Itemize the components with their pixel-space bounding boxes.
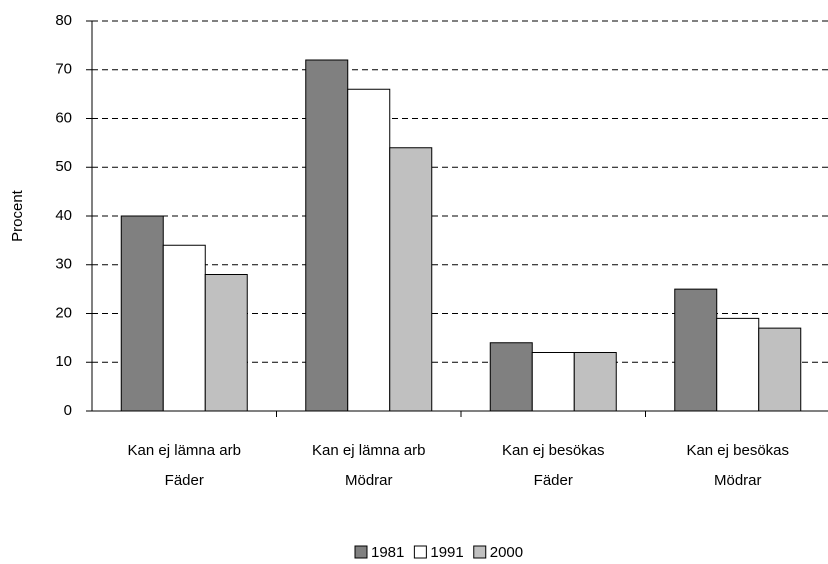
x-tick-label: Mödrar (345, 472, 393, 489)
bar (347, 88, 391, 412)
y-tick-label: 70 (55, 61, 72, 78)
legend-label: 2000 (490, 544, 523, 561)
bar (120, 215, 164, 412)
y-tick-label: 10 (55, 353, 72, 370)
legend-label: 1991 (430, 544, 463, 561)
y-tick-label: 30 (55, 256, 72, 273)
legend-swatch (473, 545, 487, 559)
x-tick-label: Kan ej besökas (502, 442, 605, 459)
legend-swatch (354, 545, 368, 559)
bar (674, 288, 718, 412)
x-tick-label: Mödrar (714, 472, 762, 489)
y-tick-label: 50 (55, 158, 72, 175)
bar (758, 327, 802, 412)
bar (204, 274, 248, 412)
bar (162, 244, 206, 412)
y-tick-label: 60 (55, 109, 72, 126)
y-axis-label: Procent (9, 189, 26, 242)
y-tick-label: 40 (55, 207, 72, 224)
y-tick-label: 0 (64, 402, 72, 419)
legend-label: 1981 (371, 544, 404, 561)
bar (489, 342, 533, 412)
x-tick-label: Fäder (165, 472, 204, 489)
legend-swatch (413, 545, 427, 559)
bar (531, 352, 575, 412)
bar (573, 352, 617, 412)
y-tick-label: 80 (55, 12, 72, 29)
x-tick-label: Fäder (534, 472, 573, 489)
bar (389, 147, 433, 412)
x-tick-label: Kan ej lämna arb (312, 442, 425, 459)
x-tick-label: Kan ej besökas (686, 442, 789, 459)
x-tick-label: Kan ej lämna arb (128, 442, 241, 459)
bar (305, 59, 349, 412)
bar (716, 317, 760, 412)
y-tick-label: 20 (55, 304, 72, 321)
